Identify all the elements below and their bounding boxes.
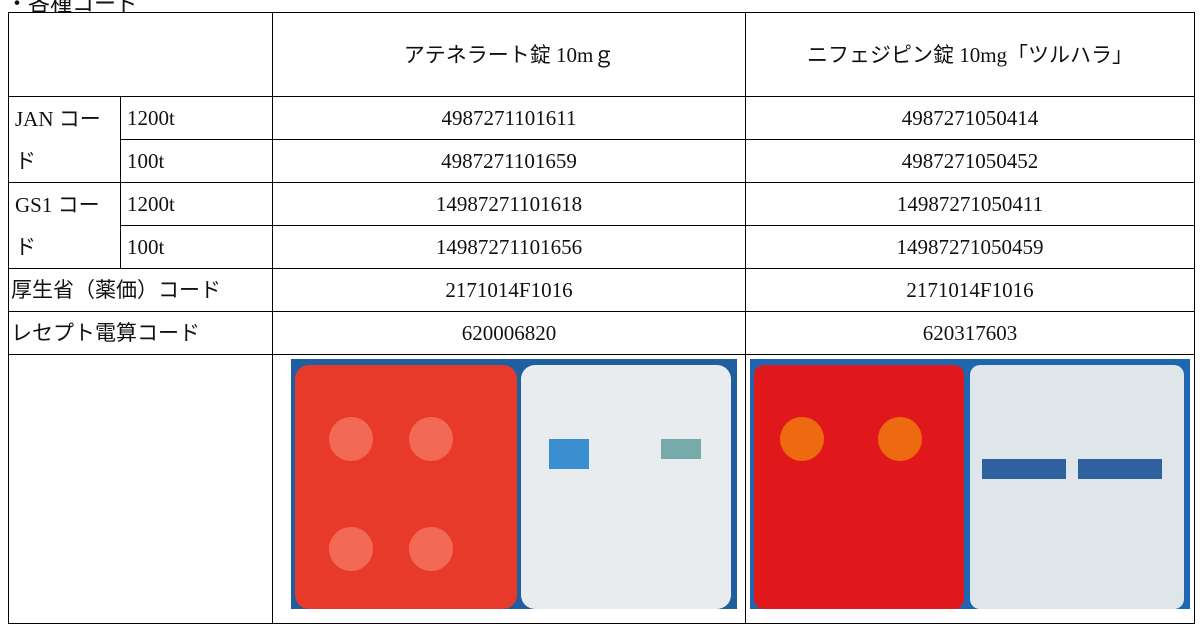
code-cell: 4987271050452: [745, 139, 1195, 183]
group-label: JAN コード: [8, 96, 121, 183]
package-cell: 100t: [120, 139, 273, 183]
code-cell: 620006820: [272, 311, 746, 355]
package-cell: 100t: [120, 225, 273, 269]
table-row: [8, 354, 1195, 624]
code-cell: 620317603: [745, 311, 1195, 355]
code-cell: 14987271101618: [272, 182, 746, 226]
table-row: 厚生省（薬価）コード 2171014F1016 2171014F1016: [8, 268, 1195, 312]
group-label: GS1 コード: [8, 182, 121, 269]
code-table: アテネラート錠 10mｇ ニフェジピン錠 10mg「ツルハラ」 JAN コード 1…: [8, 12, 1195, 624]
column-header: ニフェジピン錠 10mg「ツルハラ」: [745, 12, 1195, 97]
empty-cell: [8, 354, 273, 624]
table-row: レセプト電算コード 620006820 620317603: [8, 311, 1195, 355]
row-label: 厚生省（薬価）コード: [8, 268, 273, 312]
code-cell: 4987271050414: [745, 96, 1195, 140]
table-row: GS1 コード 1200t 14987271101618 14987271050411: [8, 182, 1195, 269]
product-photo: [291, 359, 737, 609]
code-cell: 4987271101611: [272, 96, 746, 140]
page: ・各種コード アテネラート錠 10mｇ ニフェジピン錠 10mg「ツルハラ」 J…: [6, 0, 1195, 624]
product-photo: [750, 359, 1190, 609]
code-cell: 14987271050459: [745, 225, 1195, 269]
row-label: レセプト電算コード: [8, 311, 273, 355]
code-cell: 4987271101659: [272, 139, 746, 183]
empty-cell: [8, 12, 273, 97]
code-cell: 2171014F1016: [272, 268, 746, 312]
table-row: 100t 14987271101656 14987271050459: [9, 225, 1195, 269]
code-cell: 14987271101656: [272, 225, 746, 269]
code-cell: 14987271050411: [745, 182, 1195, 226]
package-cell: 1200t: [120, 182, 273, 226]
table-row: JAN コード 1200t 4987271101611 4987271050414: [8, 96, 1195, 183]
header-row: アテネラート錠 10mｇ ニフェジピン錠 10mg「ツルハラ」: [8, 12, 1195, 97]
table-row: 100t 4987271101659 4987271050452: [9, 139, 1195, 183]
column-header: アテネラート錠 10mｇ: [272, 12, 746, 97]
photo-cell: [272, 354, 746, 624]
package-cell: 1200t: [120, 96, 273, 140]
code-cell: 2171014F1016: [745, 268, 1195, 312]
photo-cell: [745, 354, 1195, 624]
